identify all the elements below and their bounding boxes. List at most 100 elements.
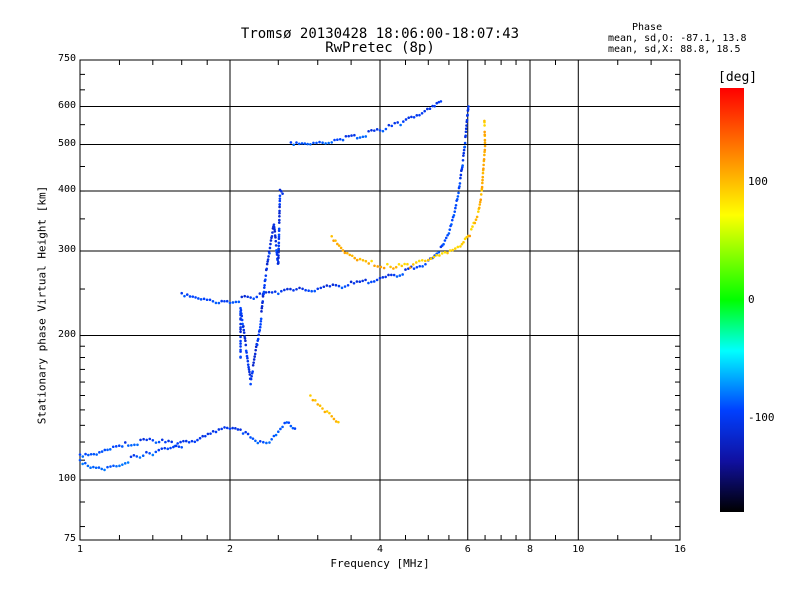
echo-point xyxy=(338,137,342,141)
echo-point xyxy=(177,445,181,448)
echo-point xyxy=(100,450,104,453)
echo-point xyxy=(463,145,467,149)
echo-point xyxy=(272,225,276,229)
echo-point xyxy=(248,370,251,374)
echo-point xyxy=(408,266,412,269)
echo-point xyxy=(474,218,478,222)
echo-point xyxy=(375,128,379,131)
echo-point xyxy=(157,448,161,452)
echo-point xyxy=(196,438,199,442)
echo-point xyxy=(273,230,277,233)
echo-point xyxy=(278,203,282,206)
echo-point xyxy=(148,437,152,441)
echo-point xyxy=(245,351,248,354)
echo-point xyxy=(239,348,242,352)
echo-point xyxy=(265,441,268,445)
echo-point xyxy=(239,322,242,326)
echo-point xyxy=(465,118,469,122)
echo-point xyxy=(477,206,481,210)
echo-point xyxy=(239,326,242,329)
echo-point xyxy=(364,259,368,263)
echo-point xyxy=(381,129,385,133)
echo-point xyxy=(220,427,223,431)
echo-point xyxy=(289,424,293,428)
echo-point xyxy=(214,430,218,434)
echo-point xyxy=(336,242,339,246)
echo-point xyxy=(257,333,261,337)
echo-point xyxy=(286,287,289,291)
echo-point xyxy=(255,295,259,299)
echo-point xyxy=(418,264,422,268)
echo-point xyxy=(252,297,255,300)
echo-point xyxy=(239,335,242,339)
echo-point xyxy=(312,141,315,145)
echo-point xyxy=(334,239,337,242)
echo-point xyxy=(261,295,265,298)
echo-point xyxy=(281,425,284,429)
echo-point xyxy=(387,273,390,277)
echo-point xyxy=(256,441,260,445)
echo-point xyxy=(475,215,479,219)
echo-point xyxy=(458,182,462,185)
echo-point xyxy=(275,249,278,252)
echo-point xyxy=(188,295,192,298)
echo-point xyxy=(249,377,253,381)
echo-point xyxy=(349,280,353,284)
echo-point xyxy=(123,462,127,465)
echo-point xyxy=(225,426,229,430)
echo-point xyxy=(130,443,133,447)
echo-point xyxy=(256,337,260,341)
echo-point xyxy=(481,175,485,179)
y-tick-label: 200 xyxy=(57,328,76,340)
echo-point xyxy=(239,339,242,343)
echo-point xyxy=(426,107,429,111)
echo-point xyxy=(330,141,334,144)
echo-point xyxy=(306,142,309,146)
echo-point xyxy=(293,427,297,430)
phase-stats-x-value: 88.8, 18.5 xyxy=(680,44,741,55)
echo-point xyxy=(239,308,243,312)
echo-point xyxy=(396,121,399,124)
echo-point xyxy=(466,107,470,111)
echo-point xyxy=(154,441,158,444)
echo-point xyxy=(231,301,235,304)
echo-point xyxy=(240,318,244,322)
echo-point xyxy=(415,114,419,117)
echo-point xyxy=(392,267,395,270)
echo-point xyxy=(301,287,304,291)
echo-point xyxy=(327,141,330,145)
echo-point xyxy=(451,248,454,252)
echo-point xyxy=(433,104,436,108)
echo-point xyxy=(483,133,487,136)
echo-point xyxy=(316,287,320,291)
echo-point xyxy=(346,251,349,255)
echo-point xyxy=(455,198,459,201)
echo-point xyxy=(239,428,242,431)
echo-point xyxy=(477,210,480,213)
echo-point xyxy=(292,289,295,292)
echo-point xyxy=(358,280,362,283)
echo-point xyxy=(132,454,136,457)
echo-point xyxy=(231,426,234,430)
echo-point xyxy=(331,283,335,287)
echo-point xyxy=(106,465,109,469)
echo-point xyxy=(339,246,343,250)
echo-point xyxy=(350,134,353,137)
echo-point xyxy=(244,343,248,347)
echo-point xyxy=(325,410,329,413)
echo-point xyxy=(258,328,262,332)
echo-point xyxy=(273,228,276,231)
echo-point xyxy=(291,426,295,430)
echo-point xyxy=(97,466,101,469)
echo-point xyxy=(81,455,85,458)
echo-point xyxy=(307,289,310,293)
echo-point xyxy=(276,292,280,296)
echo-point xyxy=(278,205,281,209)
echo-point xyxy=(353,256,357,260)
echo-point xyxy=(450,218,454,222)
echo-point xyxy=(448,249,452,252)
echo-point xyxy=(318,140,321,144)
x-tick-label: 8 xyxy=(526,544,534,555)
echo-point xyxy=(446,251,449,255)
echo-point xyxy=(166,447,170,451)
